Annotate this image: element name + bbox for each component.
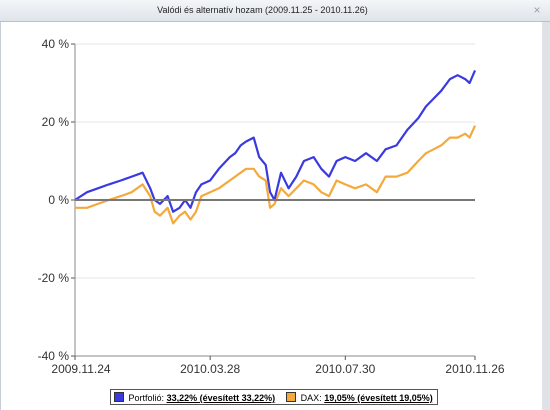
y-tick-label: -40 %	[38, 349, 70, 363]
dax-legend-label: DAX:	[300, 393, 322, 403]
x-tick-label: 2009.11.24	[51, 362, 110, 376]
chart-legend: Portfolió: 33,22% (évesített 33,22%) DAX…	[110, 389, 438, 405]
window-right-edge	[542, 22, 550, 410]
x-tick-label: 2010.03.28	[180, 362, 240, 376]
window-title: Valódi és alternatív hozam (2009.11.25 -…	[157, 5, 368, 15]
portfolio-legend-label: Portfolió:	[128, 393, 165, 403]
portfolio-swatch	[114, 392, 124, 402]
y-tick-label: 0 %	[48, 193, 69, 207]
y-tick-label: 40 %	[42, 37, 70, 51]
y-tick-label: 20 %	[42, 115, 70, 129]
portfolio-line	[74, 69, 477, 213]
close-icon[interactable]: ×	[533, 3, 541, 17]
x-tick-label: 2010.07.30	[315, 362, 375, 376]
chart-panel: 40 % 20 % 0 % -20 % -40 % 2009.11.24 2010.03.2…	[0, 22, 542, 410]
x-tick-label: 2010.11.26	[445, 362, 504, 376]
window-titlebar: Valódi és alternatív hozam (2009.11.25 -…	[0, 0, 550, 22]
dax-line	[75, 125, 477, 225]
return-chart: 40 % 20 % 0 % -20 % -40 %2009.11.24 2010.03.2…	[38, 37, 505, 376]
y-tick-label: -20 %	[38, 271, 70, 285]
dax-swatch	[286, 392, 297, 402]
dax-legend-value: 19,05% (évesített 19,05%)	[324, 393, 433, 403]
portfolio-legend-value: 33,22% (évesített 33,22%)	[166, 393, 276, 403]
